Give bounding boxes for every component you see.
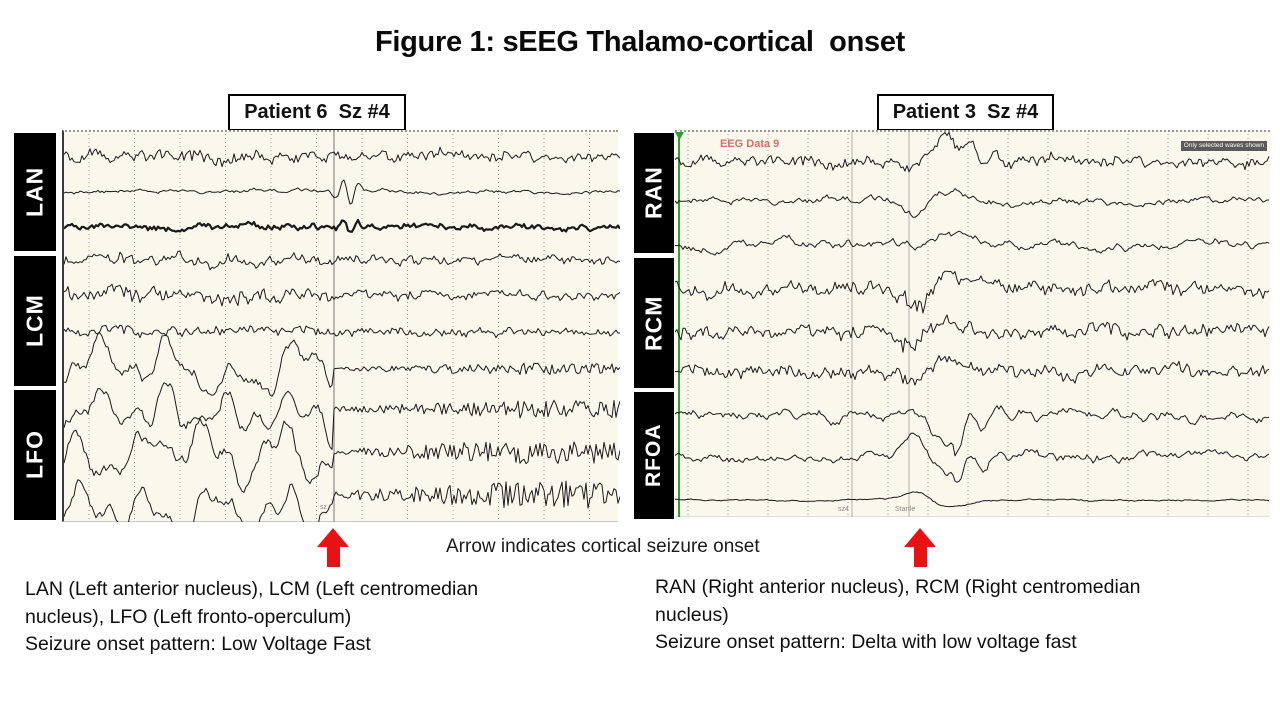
event-label-sz4: sz4 [838,506,849,513]
arrow-stem [913,547,927,567]
group-label-rfoa: RFOA [634,392,674,519]
caption-left-pattern: Seizure onset pattern: Low Voltage Fast [25,633,371,656]
caption-left: LAN (Left anterior nucleus), LCM (Left c… [25,576,545,659]
group-label-ran: RAN [634,133,674,253]
eeg-traces-left [64,132,620,522]
caption-right-definitions: RAN (Right anterior nucleus), RCM (Right… [655,576,1141,626]
group-label-lcm: LCM [14,256,56,386]
selected-waves-badge: Only selected waves shown [1180,141,1267,151]
onset-arrow-left [317,528,349,567]
caption-right-pattern: Seizure onset pattern: Delta with low vo… [655,631,1077,654]
patient-header-left: Patient 6 Sz #4 [228,94,406,131]
eeg-data-watermark: EEG Data 9 [720,138,780,150]
group-label-rcm: RCM [634,258,674,388]
patient-header-right: Patient 3 Sz #4 [877,94,1054,131]
group-label-lan: LAN [14,133,56,251]
caption-left-definitions: LAN (Left anterior nucleus), LCM (Left c… [25,578,479,628]
figure-title: Figure 1: sEEG Thalamo-cortical onset [374,26,906,58]
eeg-panel-right: EEG Data 9 Only selected waves shown sz4… [675,130,1270,517]
arrow-stem [326,547,340,567]
arrow-head-icon [904,528,936,547]
arrow-note: Arrow indicates cortical seizure onset [446,536,760,557]
event-label-startle: Startle [895,506,916,513]
seizure-onset-marker-label: sz [320,504,327,511]
eeg-panel-left: sz [62,130,620,522]
arrow-head-icon [317,528,349,547]
onset-arrow-right [904,528,936,567]
group-label-lfo: LFO [14,390,56,520]
caption-right: RAN (Right anterior nucleus), RCM (Right… [655,574,1211,657]
eeg-traces-right [675,132,1270,517]
